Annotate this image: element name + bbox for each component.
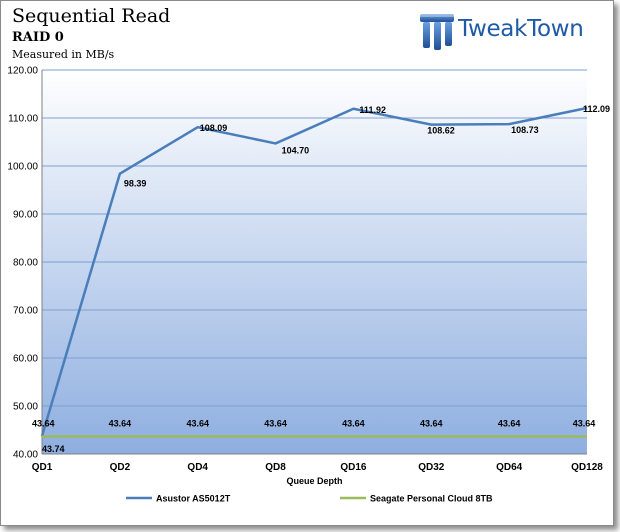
data-label: 108.73: [511, 125, 539, 135]
data-label: 43.64: [186, 419, 209, 429]
legend-label: Seagate Personal Cloud 8TB: [370, 494, 493, 504]
y-tick-label: 80.00: [13, 258, 38, 269]
x-tick-label: QD16: [340, 462, 367, 473]
y-tick-label: 60.00: [13, 354, 38, 365]
data-label: 112.09: [583, 104, 610, 114]
x-tick-label: QD128: [571, 462, 603, 473]
data-label: 111.92: [359, 105, 386, 115]
x-tick-label: QD1: [32, 462, 53, 473]
data-label: 43.74: [42, 444, 65, 454]
data-label: 108.09: [200, 123, 228, 133]
y-tick-label: 40.00: [13, 450, 38, 461]
x-tick-label: QD4: [187, 462, 208, 473]
chart-unit: Measured in MB/s: [12, 48, 115, 61]
data-label: 43.64: [498, 419, 521, 429]
tweaktown-logo: TweakTown: [418, 10, 618, 56]
data-label: 108.62: [427, 126, 455, 136]
data-label: 43.64: [420, 419, 443, 429]
legend-label: Asustor AS5012T: [156, 494, 231, 504]
y-tick-label: 110.00: [8, 114, 38, 125]
y-tick-label: 70.00: [13, 306, 38, 317]
chart-subtitle: RAID 0: [12, 30, 64, 45]
y-tick-label: 90.00: [13, 210, 38, 221]
data-label: 43.64: [342, 419, 365, 429]
data-label: 43.64: [32, 419, 55, 429]
x-tick-label: QD64: [496, 462, 523, 473]
data-label: 43.64: [109, 419, 132, 429]
tweaktown-logo-icon: [420, 14, 454, 50]
series-line: [40, 106, 588, 437]
y-tick-label: 120.00: [7, 66, 38, 77]
y-tick-label: 50.00: [13, 402, 38, 413]
x-axis-title: Queue Depth: [286, 476, 342, 486]
data-label: 43.64: [264, 419, 287, 429]
data-label: 98.39: [124, 179, 147, 189]
logo-text: TweakTown: [458, 16, 584, 42]
y-tick-label: 100.00: [7, 162, 38, 173]
chart-title: Sequential Read: [12, 5, 171, 27]
x-tick-label: QD2: [110, 462, 131, 473]
data-label: 43.64: [573, 419, 596, 429]
x-tick-label: QD32: [418, 462, 445, 473]
x-tick-label: QD8: [265, 462, 286, 473]
data-label: 104.70: [282, 145, 310, 155]
